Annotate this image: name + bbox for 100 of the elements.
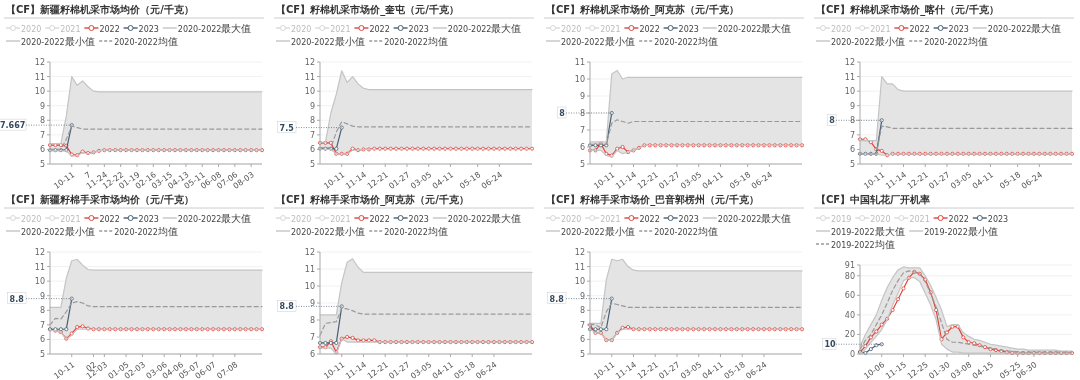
y-tick-label: 11: [574, 58, 585, 67]
y-tick-label: 7: [849, 130, 855, 140]
legend-label: 2022: [948, 214, 969, 224]
legend-label: 2019-2022均值: [831, 238, 895, 250]
y-tick-label: 91: [844, 261, 855, 270]
legend-label: 2020-2022最小值: [561, 225, 635, 237]
legend-label: 2020-2022均值: [654, 35, 718, 47]
legend-label: 2020: [291, 24, 312, 34]
y-tick-label: 12: [304, 248, 315, 257]
y-tick-label: 9: [309, 299, 315, 308]
y-tick-label: 10: [844, 87, 855, 97]
y-tick-label: 11: [304, 265, 315, 274]
legend-label: 2022: [639, 214, 660, 224]
y-tick-label: 7: [309, 333, 315, 342]
legend-label: 2020-2022均值: [654, 225, 718, 237]
y-tick-label: 12: [304, 58, 315, 67]
y-tick-label: 8: [579, 109, 585, 118]
y-tick-label: 8: [309, 116, 315, 126]
legend-label: 2020: [291, 214, 312, 224]
annotation: 8.8: [9, 294, 25, 304]
legend-label: 2021: [330, 214, 351, 224]
chart-title: 【CF】籽棉机采市场价_阿克苏（元/千克）: [546, 4, 739, 16]
y-tick-label: 8: [849, 116, 855, 126]
legend-label: 2021: [909, 214, 930, 224]
y-tick-label: 0: [849, 350, 855, 359]
legend-label: 2020-2022均值: [924, 35, 988, 47]
annotation: 8: [829, 116, 836, 126]
legend-label: 2023: [678, 214, 699, 224]
y-tick-label: 6: [849, 145, 855, 155]
legend-label: 2020: [561, 24, 582, 34]
legend-label: 2023: [948, 24, 969, 34]
legend-label: 2020-2022均值: [384, 35, 448, 47]
annotation: 10: [824, 340, 836, 350]
legend-label: 2020-2022最大值: [987, 22, 1062, 34]
legend-label: 2020: [21, 24, 42, 34]
legend-label: 2021: [330, 24, 351, 34]
y-tick-label: 9: [579, 291, 585, 301]
y-tick-label: 9: [849, 101, 855, 111]
y-tick-label: 7: [39, 320, 45, 330]
chart-title: 【CF】新疆籽棉手采市场均价（元/千克）: [6, 194, 194, 205]
legend-label: 2022: [99, 214, 120, 224]
legend-label: 2020-2022均值: [114, 225, 178, 237]
y-tick-label: 8: [309, 316, 315, 325]
legend-label: 2020: [831, 24, 852, 34]
legend-label: 2020-2022最大值: [447, 212, 522, 224]
legend-label: 2023: [138, 214, 159, 224]
legend-label: 2022: [99, 24, 120, 34]
y-tick-label: 10: [574, 277, 585, 287]
legend-label: 2021: [60, 24, 81, 34]
y-tick-label: 6: [309, 145, 315, 155]
legend-label: 2020: [561, 214, 582, 224]
y-tick-label: 5: [849, 160, 855, 169]
chart-title: 【CF】籽棉手采市场价_巴音郭楞州（元/千克）: [546, 194, 759, 206]
legend-label: 2021: [600, 24, 621, 34]
y-tick-label: 9: [39, 291, 45, 301]
legend-label: 2020-2022最小值: [21, 35, 95, 47]
y-tick-label: 5: [39, 160, 45, 169]
chart-title: 【CF】中国轧花厂开机率: [816, 194, 931, 205]
legend-label: 2023: [408, 24, 429, 34]
legend-label: 2021: [60, 214, 81, 224]
legend-label: 2019-2022最大值: [831, 225, 905, 237]
y-tick-label: 7: [39, 130, 45, 140]
legend-label: 2020-2022最大值: [717, 212, 792, 224]
legend-label: 2020: [870, 214, 891, 224]
y-tick-label: 10: [574, 75, 585, 84]
legend-label: 2023: [138, 24, 159, 34]
y-tick-label: 60: [844, 291, 855, 301]
legend-label: 2020-2022均值: [384, 225, 448, 237]
y-tick-label: 20: [844, 330, 855, 340]
y-tick-label: 11: [574, 262, 585, 272]
legend-label: 2022: [369, 214, 390, 224]
chart-title: 【CF】籽棉机采市场价_喀什（元/千克）: [816, 4, 999, 16]
y-tick-label: 6: [579, 335, 585, 345]
y-tick-label: 11: [844, 72, 855, 82]
y-tick-label: 80: [844, 271, 855, 281]
y-tick-label: 10: [34, 277, 45, 287]
y-tick-label: 6: [309, 350, 315, 359]
y-tick-label: 9: [309, 101, 315, 111]
legend-label: 2020-2022最小值: [291, 225, 365, 237]
y-tick-label: 9: [39, 101, 45, 111]
y-tick-label: 12: [844, 58, 855, 67]
legend-label: 2023: [408, 214, 429, 224]
chart-title: 【CF】籽棉机采市场价_奎屯（元/千克）: [276, 4, 459, 16]
annotation: 7.667: [0, 121, 26, 131]
y-tick-label: 11: [34, 72, 45, 82]
legend-label: 2020-2022最小值: [561, 35, 635, 47]
y-tick-label: 8: [39, 116, 45, 126]
y-tick-label: 10: [304, 282, 315, 291]
legend-label: 2022: [369, 24, 390, 34]
y-tick-label: 11: [34, 262, 45, 272]
y-tick-label: 7: [579, 126, 585, 135]
legend-label: 2020-2022最小值: [291, 35, 365, 47]
chart-title: 【CF】籽棉手采市场价_阿克苏（元/千克）: [276, 194, 469, 206]
legend-label: 2021: [600, 214, 621, 224]
legend-label: 2020-2022最大值: [447, 22, 522, 34]
legend-label: 2020-2022最小值: [831, 35, 905, 47]
legend-label: 2020: [21, 214, 42, 224]
legend-label: 2020-2022最大值: [177, 22, 252, 34]
legend-label: 2023: [678, 24, 699, 34]
legend-label: 2021: [870, 24, 891, 34]
